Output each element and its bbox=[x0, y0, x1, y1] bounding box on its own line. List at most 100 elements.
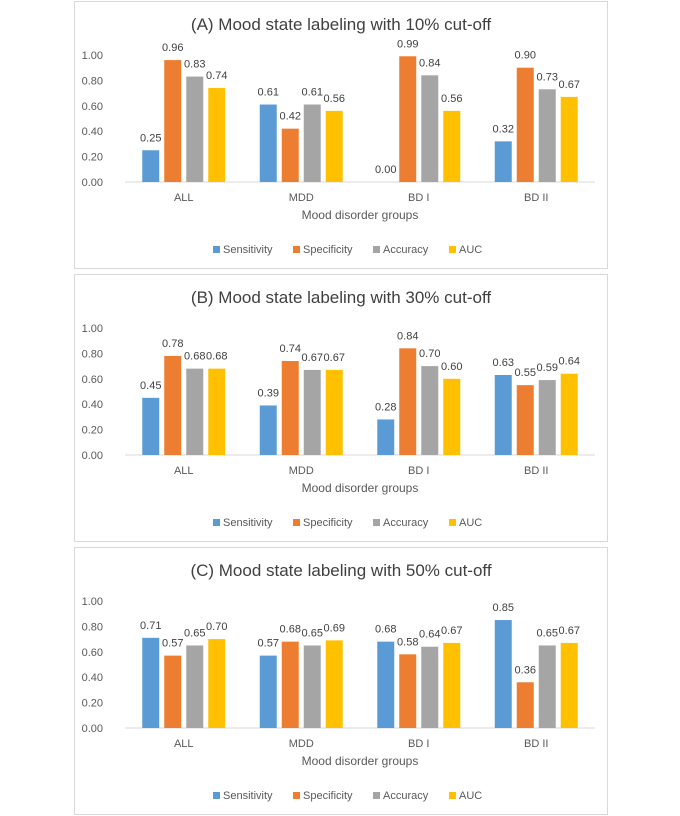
y-tick-label: 0.80 bbox=[82, 348, 103, 360]
legend-swatch bbox=[213, 792, 220, 799]
data-label: 0.78 bbox=[162, 338, 183, 350]
data-label: 0.65 bbox=[537, 627, 558, 639]
chart-b-svg: (B) Mood state labeling with 30% cut-off… bbox=[82, 288, 595, 529]
bar bbox=[259, 405, 277, 455]
data-label: 0.96 bbox=[162, 42, 183, 54]
bar bbox=[164, 60, 182, 182]
bar bbox=[186, 368, 204, 455]
data-label: 0.61 bbox=[258, 87, 279, 99]
y-tick-label: 0.20 bbox=[82, 152, 103, 164]
bar bbox=[142, 397, 160, 455]
x-axis-label: Mood disorder groups bbox=[302, 208, 419, 222]
data-label: 0.45 bbox=[140, 380, 161, 392]
y-tick-label: 0.80 bbox=[82, 75, 103, 87]
legend-swatch bbox=[293, 792, 300, 799]
bar bbox=[377, 419, 395, 455]
legend-swatch bbox=[373, 792, 380, 799]
legend-label: Specificity bbox=[303, 517, 353, 529]
chart-a-svg: (A) Mood state labeling with 10% cut-off… bbox=[82, 15, 595, 256]
y-tick-label: 0.00 bbox=[82, 450, 103, 462]
data-label: 0.64 bbox=[559, 356, 580, 368]
legend-label: AUC bbox=[459, 244, 482, 256]
legend-swatch bbox=[449, 792, 456, 799]
legend-label: Sensitivity bbox=[223, 790, 273, 802]
legend-label: Specificity bbox=[303, 244, 353, 256]
bar bbox=[303, 369, 321, 455]
bar bbox=[443, 110, 461, 182]
data-label: 0.84 bbox=[419, 57, 440, 69]
data-label: 0.90 bbox=[515, 50, 536, 62]
data-label: 0.61 bbox=[302, 87, 323, 99]
data-label: 0.65 bbox=[302, 627, 323, 639]
legend-swatch bbox=[449, 246, 456, 253]
data-label: 0.55 bbox=[515, 367, 536, 379]
bar bbox=[303, 645, 321, 728]
y-tick-label: 1.00 bbox=[82, 50, 103, 62]
data-label: 0.36 bbox=[515, 664, 536, 676]
bar bbox=[281, 641, 299, 728]
legend-swatch bbox=[293, 246, 300, 253]
x-tick-label: BD I bbox=[408, 738, 429, 750]
bar bbox=[142, 637, 160, 728]
data-label: 0.59 bbox=[537, 362, 558, 374]
bar bbox=[325, 369, 343, 455]
x-tick-label: MDD bbox=[289, 738, 314, 750]
data-label: 0.69 bbox=[324, 622, 345, 634]
x-tick-label: BD II bbox=[524, 465, 548, 477]
bar bbox=[164, 655, 182, 728]
legend-label: Sensitivity bbox=[223, 244, 273, 256]
legend-swatch bbox=[449, 519, 456, 526]
bar bbox=[494, 620, 512, 728]
bar bbox=[421, 366, 439, 455]
y-tick-label: 0.60 bbox=[82, 374, 103, 386]
x-tick-label: ALL bbox=[174, 192, 194, 204]
data-label: 0.32 bbox=[493, 123, 514, 135]
x-tick-label: BD II bbox=[524, 192, 548, 204]
bar bbox=[494, 141, 512, 182]
data-label: 0.42 bbox=[280, 111, 301, 123]
chart-panel-a: (A) Mood state labeling with 10% cut-off… bbox=[74, 1, 608, 269]
data-label: 0.74 bbox=[280, 343, 301, 355]
bar bbox=[399, 654, 417, 728]
bar bbox=[186, 645, 204, 728]
y-tick-label: 0.40 bbox=[82, 126, 103, 138]
data-label: 0.67 bbox=[324, 352, 345, 364]
bar bbox=[516, 67, 534, 182]
bar bbox=[208, 368, 226, 455]
bar bbox=[281, 128, 299, 182]
legend-label: Accuracy bbox=[383, 244, 429, 256]
data-label: 0.85 bbox=[493, 602, 514, 614]
data-label: 0.00 bbox=[375, 164, 396, 176]
x-tick-label: BD II bbox=[524, 738, 548, 750]
y-tick-label: 1.00 bbox=[82, 596, 103, 608]
chart-title: (B) Mood state labeling with 30% cut-off bbox=[191, 288, 491, 307]
bar bbox=[421, 75, 439, 182]
y-tick-label: 0.20 bbox=[82, 425, 103, 437]
data-label: 0.60 bbox=[441, 361, 462, 373]
data-label: 0.28 bbox=[375, 401, 396, 413]
y-tick-label: 0.60 bbox=[82, 647, 103, 659]
chart-title: (C) Mood state labeling with 50% cut-off bbox=[190, 561, 491, 580]
legend-label: Accuracy bbox=[383, 517, 429, 529]
data-label: 0.57 bbox=[258, 638, 279, 650]
data-label: 0.68 bbox=[184, 351, 205, 363]
bar bbox=[325, 110, 343, 182]
bar bbox=[399, 56, 417, 182]
data-label: 0.71 bbox=[140, 620, 161, 632]
legend-label: AUC bbox=[459, 517, 482, 529]
bar bbox=[538, 89, 556, 182]
y-tick-label: 0.40 bbox=[82, 672, 103, 684]
bar bbox=[259, 655, 277, 728]
chart-c-svg: (C) Mood state labeling with 50% cut-off… bbox=[82, 561, 595, 802]
legend-swatch bbox=[213, 519, 220, 526]
bar bbox=[538, 380, 556, 455]
data-label: 0.64 bbox=[419, 629, 440, 641]
x-tick-label: MDD bbox=[289, 465, 314, 477]
data-label: 0.56 bbox=[324, 93, 345, 105]
legend-swatch bbox=[373, 519, 380, 526]
x-tick-label: ALL bbox=[174, 465, 194, 477]
bar bbox=[421, 646, 439, 728]
data-label: 0.63 bbox=[493, 357, 514, 369]
bar bbox=[443, 378, 461, 455]
bar bbox=[560, 373, 578, 455]
